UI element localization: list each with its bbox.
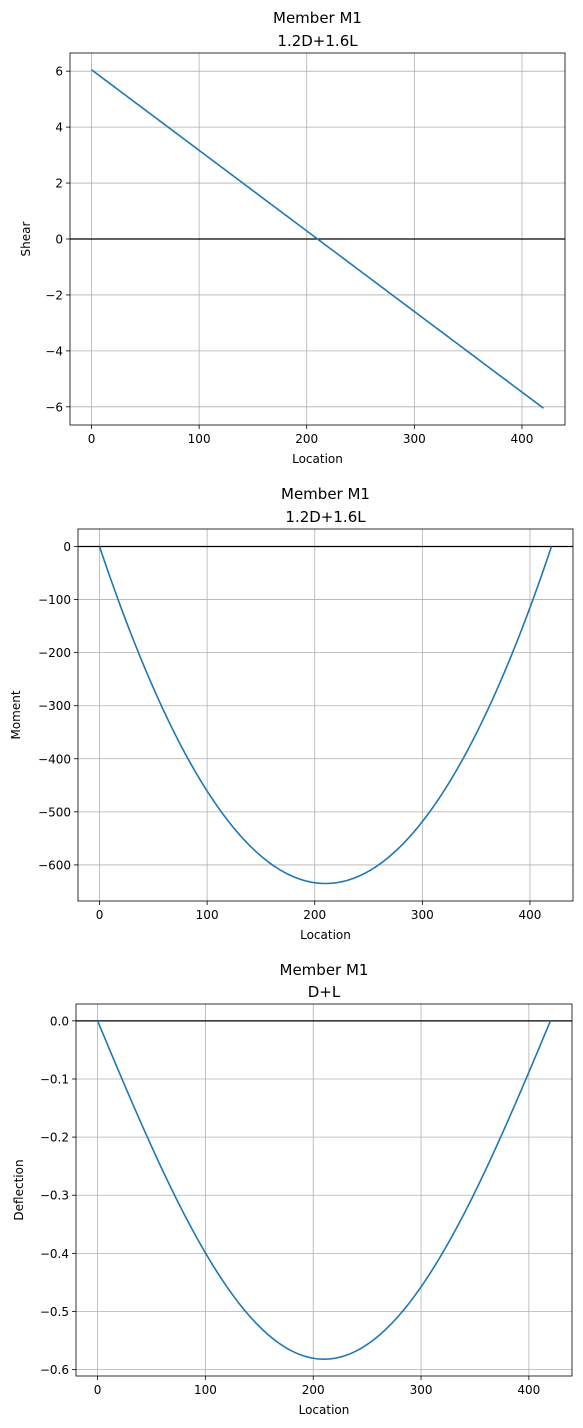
shear-plot-frame — [69, 52, 566, 426]
moment-series-line — [98, 546, 553, 885]
deflection-chart-subtitle: D+L — [308, 983, 341, 1001]
moment-y-tick-label: −200 — [38, 646, 71, 660]
shear-series-line — [91, 69, 544, 409]
shear-y-tick-label: 4 — [55, 121, 63, 135]
moment-x-tick-label: 100 — [196, 908, 219, 922]
shear-chart-title: Member M1 — [273, 9, 362, 27]
moment-chart: Member M1 1.2D+1.6L 0 100 200 300 400 0 −100 −200… — [9, 485, 574, 942]
shear-x-tick-label: 200 — [295, 432, 318, 446]
deflection-x-tick-label: 300 — [410, 1383, 433, 1397]
deflection-x-axis-label: Location — [299, 1403, 350, 1417]
moment-x-tick-label: 300 — [411, 908, 434, 922]
deflection-x-tick-label: 100 — [194, 1383, 217, 1397]
deflection-y-tick-label: 0.0 — [50, 1014, 69, 1028]
shear-y-axis-label: Shear — [19, 221, 33, 256]
deflection-chart-title: Member M1 — [280, 961, 369, 979]
moment-x-tick-label: 400 — [519, 908, 542, 922]
shear-y-tick-label: 0 — [55, 233, 63, 247]
shear-y-tick-label: 6 — [55, 65, 63, 79]
shear-y-tick-label: −2 — [45, 288, 63, 302]
shear-chart: Member M1 1.2D+1.6L 0 100 200 300 400 6 4 2 0 −2 −4 −… — [19, 9, 566, 466]
shear-y-tick-label: −6 — [45, 400, 63, 414]
deflection-x-tick-label: 0 — [94, 1383, 102, 1397]
moment-y-tick-label: −500 — [38, 805, 71, 819]
shear-x-axis-label: Location — [292, 452, 343, 466]
moment-chart-subtitle: 1.2D+1.6L — [285, 508, 366, 526]
shear-x-tick-label: 400 — [511, 432, 534, 446]
shear-x-tick-label: 300 — [403, 432, 426, 446]
moment-x-tick-label: 0 — [96, 908, 104, 922]
deflection-y-tick-label: −0.6 — [40, 1363, 69, 1377]
moment-x-tick-label: 200 — [303, 908, 326, 922]
deflection-y-tick-label: −0.4 — [40, 1247, 69, 1261]
shear-x-tick-label: 0 — [88, 432, 96, 446]
deflection-y-tick-label: −0.3 — [40, 1189, 69, 1203]
moment-y-tick-label: 0 — [63, 540, 71, 554]
deflection-y-tick-label: −0.2 — [40, 1131, 69, 1145]
deflection-chart: Member M1 D+L 0 100 200 300 400 0.0 −0.1 −0.2 −0.3… — [12, 961, 573, 1417]
shear-y-tick-label: −4 — [45, 344, 63, 358]
moment-y-axis-label: Moment — [9, 690, 23, 739]
moment-y-tick-label: −400 — [38, 752, 71, 766]
moment-plot-frame — [77, 528, 574, 902]
shear-y-tick-label: 2 — [55, 177, 63, 191]
deflection-y-axis-label: Deflection — [12, 1159, 26, 1220]
moment-chart-title: Member M1 — [281, 485, 370, 503]
moment-y-tick-label: −600 — [38, 858, 71, 872]
deflection-y-tick-label: −0.1 — [40, 1072, 69, 1086]
shear-chart-subtitle: 1.2D+1.6L — [277, 32, 358, 50]
moment-x-axis-label: Location — [300, 928, 351, 942]
moment-y-tick-label: −100 — [38, 593, 71, 607]
deflection-x-tick-label: 200 — [302, 1383, 325, 1397]
deflection-series-line — [96, 1020, 552, 1360]
deflection-y-tick-label: −0.5 — [40, 1305, 69, 1319]
deflection-x-tick-label: 400 — [517, 1383, 540, 1397]
shear-x-tick-label: 100 — [188, 432, 211, 446]
deflection-plot-frame — [75, 1003, 573, 1377]
moment-y-tick-label: −300 — [38, 699, 71, 713]
